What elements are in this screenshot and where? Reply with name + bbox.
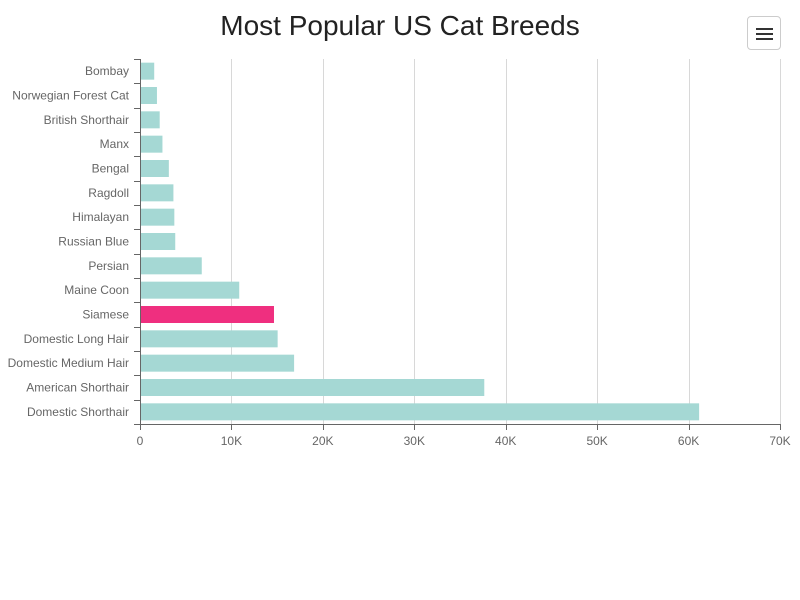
category-label: Norwegian Forest Cat [12,89,129,103]
grid-lines [231,59,781,424]
category-label: Persian [88,259,129,273]
bar-russian-blue [140,233,176,250]
bar-bombay [140,62,155,80]
category-label: Domestic Medium Hair [8,356,129,370]
bar-american-shorthair [140,379,485,396]
bar-manx [140,135,163,153]
x-tick-label: 60K [678,434,699,448]
x-tick-label: 70K [769,434,790,448]
bar-maine-coon [140,281,240,299]
bar-domestic-shorthair [140,403,700,421]
x-tick-label: 50K [586,434,607,448]
bar-british-shorthair [140,111,160,129]
category-label: Siamese [82,308,129,322]
category-label: Bengal [92,162,129,176]
x-tick-label: 0 [137,434,144,448]
category-label: Manx [100,137,129,151]
category-label: Russian Blue [58,235,129,249]
bar-ragdoll [140,184,174,202]
bar-bengal [140,160,169,177]
bar-himalayan [140,208,175,226]
x-tick-label: 20K [312,434,333,448]
x-tick-label: 30K [404,434,425,448]
category-label: American Shorthair [26,381,129,395]
chart-menu-button[interactable] [747,16,781,50]
bar-persian [140,257,202,275]
x-tick-label: 10K [221,434,242,448]
category-label: Ragdoll [88,186,129,200]
category-label: Himalayan [72,210,129,224]
bar-domestic-long-hair [140,330,278,348]
category-label: Domestic Shorthair [27,405,129,419]
x-tick-label: 40K [495,434,516,448]
category-labels: Bombay Norwegian Forest Cat British Shorth… [8,64,130,419]
bars [140,62,700,421]
category-label: Maine Coon [64,283,129,297]
axes [134,59,781,430]
x-axis-tick-labels: 0 10K 20K 30K 40K 50K 60K 70K [137,434,791,448]
bar-norwegian-forest-cat [140,87,157,104]
category-label: British Shorthair [44,113,129,127]
category-label: Domestic Long Hair [24,332,129,346]
bar-domestic-medium-hair [140,354,295,372]
category-label: Bombay [85,64,129,78]
bar-siamese [140,306,274,323]
chart-title: Most Popular US Cat Breeds [220,10,580,41]
